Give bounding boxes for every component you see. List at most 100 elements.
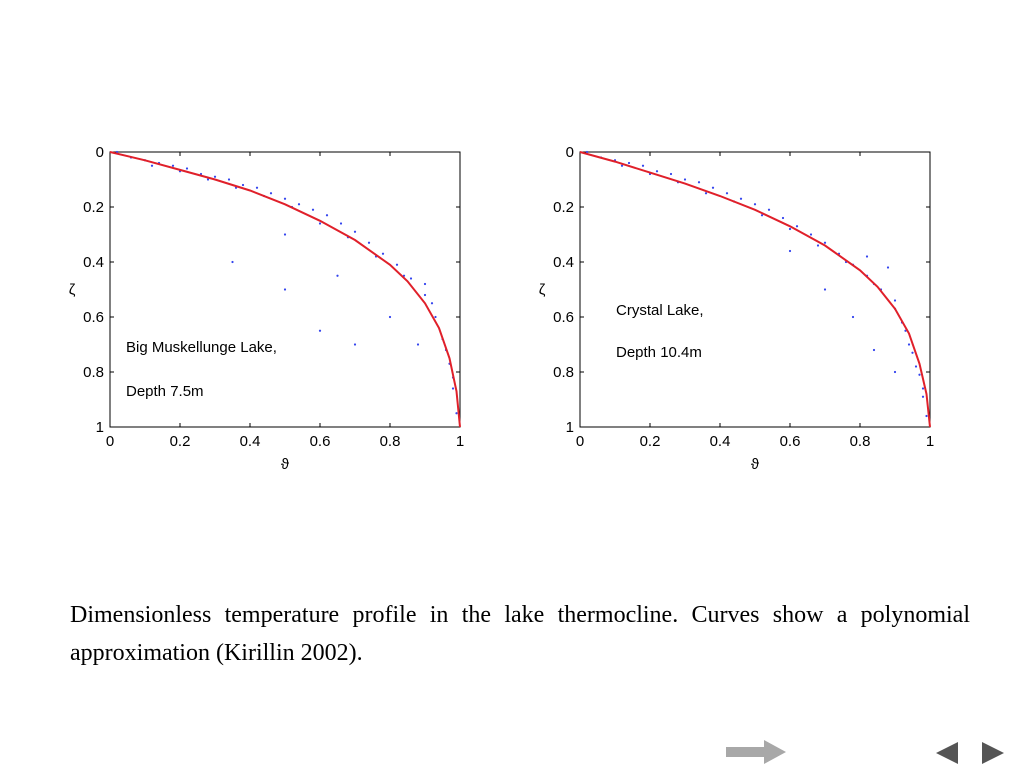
y-axis-label: ζ <box>539 282 546 299</box>
data-point <box>381 252 385 255</box>
data-point <box>865 255 869 258</box>
data-point <box>231 260 234 264</box>
x-tick-label: 0.4 <box>240 433 261 450</box>
data-point <box>725 192 729 195</box>
annotation-line: Big Muskellunge Lake, <box>126 339 277 356</box>
data-point <box>171 164 175 167</box>
data-point <box>823 241 827 244</box>
x-tick-label: 0.8 <box>850 433 871 450</box>
data-point <box>851 315 855 319</box>
data-point <box>325 214 329 217</box>
data-point <box>185 167 189 170</box>
data-point <box>683 178 687 181</box>
data-point <box>925 414 928 418</box>
fit-curve <box>579 151 931 428</box>
data-point <box>297 203 301 206</box>
plot-frame <box>579 151 931 428</box>
data-point <box>416 343 420 346</box>
data-point <box>627 161 631 165</box>
data-point <box>918 373 921 376</box>
data-point <box>353 343 357 346</box>
y-axis-label: ζ <box>69 282 76 299</box>
data-point <box>809 233 813 236</box>
x-axis-label: ϑ <box>751 456 760 473</box>
data-point <box>206 178 210 181</box>
data-point <box>788 249 792 253</box>
data-point <box>739 197 743 200</box>
data-point <box>911 351 914 354</box>
data-point <box>907 343 911 346</box>
previous-triangle-icon[interactable] <box>934 740 960 766</box>
data-point <box>318 222 322 225</box>
figure-caption: Dimensionless temperature profile in the… <box>70 602 970 666</box>
annotation-line: Depth 10.4m <box>616 344 702 361</box>
data-point <box>921 387 925 390</box>
data-point <box>423 293 427 297</box>
data-point <box>669 172 673 176</box>
y-tick-label: 0.6 <box>553 309 574 326</box>
data-point <box>655 170 659 173</box>
y-tick-label: 0.2 <box>553 199 574 216</box>
data-point <box>872 348 876 352</box>
x-tick-label: 0.8 <box>380 433 401 450</box>
data-point <box>283 288 287 291</box>
data-point <box>795 225 799 228</box>
data-point <box>781 216 785 220</box>
data-point <box>886 266 890 269</box>
data-point <box>255 186 259 189</box>
data-point <box>641 164 645 167</box>
data-point <box>921 395 925 398</box>
x-tick-label: 0 <box>576 433 584 450</box>
x-axis-label: ϑ <box>281 456 290 473</box>
x-tick-label: 1 <box>456 433 464 450</box>
data-point <box>434 315 437 319</box>
data-point <box>395 263 399 266</box>
data-point <box>697 181 701 184</box>
x-tick-label: 1 <box>926 433 934 450</box>
data-point <box>788 227 792 231</box>
data-point <box>283 197 287 200</box>
y-tick-label: 1 <box>96 419 104 436</box>
data-point <box>318 329 322 332</box>
data-point <box>753 203 757 206</box>
data-point <box>311 208 315 211</box>
data-point <box>455 412 458 415</box>
annotation-line: Depth 7.5m <box>126 383 204 400</box>
fit-curve <box>109 151 461 428</box>
data-point <box>430 302 434 305</box>
x-tick-label: 0 <box>106 433 114 450</box>
y-tick-label: 0 <box>566 144 574 161</box>
data-point <box>893 370 897 374</box>
x-tick-label: 0.2 <box>640 433 661 450</box>
x-tick-label: 0.2 <box>170 433 191 450</box>
data-point <box>150 164 154 167</box>
x-tick-label: 0.4 <box>710 433 731 450</box>
chart-crystal-lake: 0 0.2 0.4 0.6 0.8 1 0 0.2 0.4 0.6 0.8 1 ϑ ζ Crystal La… <box>530 140 950 480</box>
y-tick-label: 0.8 <box>553 364 574 381</box>
data-point <box>283 233 287 236</box>
data-point <box>367 241 371 244</box>
data-point <box>711 186 715 189</box>
data-point <box>269 192 273 195</box>
data-point <box>423 282 427 286</box>
y-tick-label: 0.8 <box>83 364 104 381</box>
x-tick-label: 0.6 <box>780 433 801 450</box>
data-point <box>585 150 589 154</box>
data-point <box>823 288 827 291</box>
data-point <box>704 192 708 195</box>
data-point <box>816 244 820 247</box>
data-point <box>760 214 764 217</box>
data-point <box>914 365 918 368</box>
next-triangle-icon[interactable] <box>980 740 1006 766</box>
forward-arrow-icon[interactable] <box>726 738 786 766</box>
chart-big-muskellunge: 0 0.2 0.4 0.6 0.8 1 0 0.2 0.4 0.6 0.8 1 ϑ ζ Big Muskel… <box>60 140 480 480</box>
data-point <box>620 164 624 167</box>
y-tick-label: 0.4 <box>83 254 104 271</box>
y-tick-label: 0.4 <box>553 254 574 271</box>
data-point <box>339 222 343 225</box>
data-point <box>409 277 413 280</box>
y-tick-label: 0.2 <box>83 199 104 216</box>
y-tick-label: 0.6 <box>83 309 104 326</box>
data-point <box>213 175 217 178</box>
